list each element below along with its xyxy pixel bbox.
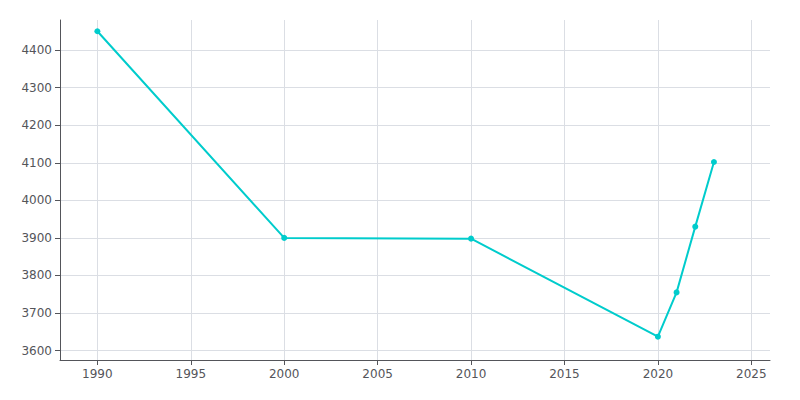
svg-text:4400: 4400: [21, 43, 52, 57]
svg-text:1990: 1990: [82, 367, 113, 381]
svg-text:3900: 3900: [21, 231, 52, 245]
svg-text:3600: 3600: [21, 344, 52, 358]
svg-text:4000: 4000: [21, 193, 52, 207]
svg-text:3700: 3700: [21, 306, 52, 320]
svg-text:4200: 4200: [21, 118, 52, 132]
svg-text:3800: 3800: [21, 268, 52, 282]
svg-text:2025: 2025: [736, 367, 767, 381]
svg-text:2005: 2005: [362, 367, 393, 381]
svg-text:2000: 2000: [269, 367, 300, 381]
svg-text:2010: 2010: [456, 367, 487, 381]
svg-text:4100: 4100: [21, 156, 52, 170]
svg-text:2020: 2020: [643, 367, 674, 381]
svg-text:1995: 1995: [176, 367, 207, 381]
svg-text:4300: 4300: [21, 81, 52, 95]
svg-text:2015: 2015: [549, 367, 580, 381]
